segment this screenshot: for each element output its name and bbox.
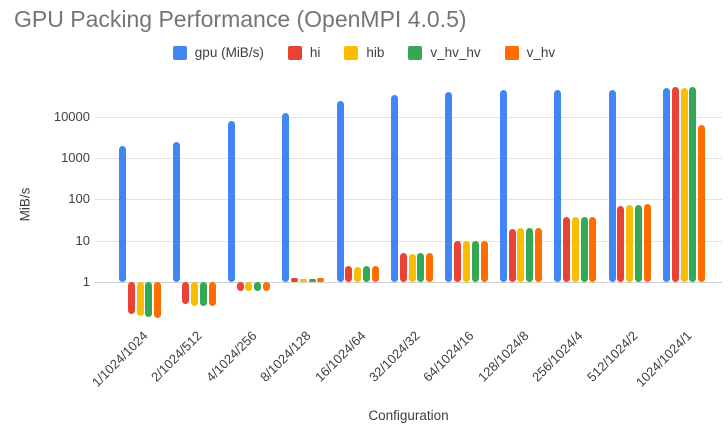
bar-hi-16-1024-64[interactable] [345,266,353,282]
legend-label: v_hv_hv [430,45,481,60]
chart-title: GPU Packing Performance (OpenMPI 4.0.5) [14,6,467,32]
bar-gpu-MiB-s-2-1024-512[interactable] [173,142,181,282]
bar-hib-512-1024-2[interactable] [626,204,634,282]
legend-label: v_hv [526,45,556,60]
bar-v-hv-hv-32-1024-32[interactable] [417,253,425,282]
bar-hi-2-1024-512[interactable] [182,282,190,305]
bar-hi-512-1024-2[interactable] [617,205,625,282]
legend-swatch-icon [287,45,302,60]
legend-label: gpu (MiB/s) [194,45,264,60]
bar-gpu-MiB-s-256-1024-4[interactable] [554,89,562,282]
legend-swatch-icon [172,45,187,60]
bar-v-hv-1024-1024-1[interactable] [698,125,706,282]
bar-hib-1024-1024-1[interactable] [680,88,688,282]
bar-v-hv-hv-8-1024-128[interactable] [308,278,316,282]
y-tick-label: 10 [75,232,90,248]
bar-hib-32-1024-32[interactable] [408,253,416,282]
bar-v-hv-hv-16-1024-64[interactable] [362,266,370,282]
x-axis-title: Configuration [368,408,449,423]
bar-v-hv-8-1024-128[interactable] [317,277,325,282]
bar-hi-1024-1024-1[interactable] [671,86,679,282]
gridline [95,157,722,159]
bar-v-hv-hv-2-1024-512[interactable] [199,282,207,306]
bar-v-hv-256-1024-4[interactable] [589,216,597,282]
legend-item-gpu: gpu (MiB/s) [172,45,264,60]
bar-gpu-MiB-s-32-1024-32[interactable] [390,95,398,282]
bar-hi-1-1024-1024[interactable] [127,282,135,314]
bar-hi-4-1024-256[interactable] [236,282,244,291]
legend-swatch-icon [408,45,423,60]
bar-hib-64-1024-16[interactable] [462,241,470,282]
bar-hi-64-1024-16[interactable] [454,240,462,282]
legend-item-hi: hi [287,45,321,60]
bar-v-hv-2-1024-512[interactable] [208,282,216,307]
bar-hib-2-1024-512[interactable] [190,282,198,306]
bar-gpu-MiB-s-1-1024-1024[interactable] [118,145,126,282]
y-tick-label: 100 [68,191,90,207]
bar-hi-8-1024-128[interactable] [290,277,298,282]
legend-swatch-icon [344,45,359,60]
legend-label: hi [309,45,321,60]
bar-hib-128-1024-8[interactable] [517,228,525,282]
legend-label: hib [366,45,385,60]
bar-v-hv-hv-1-1024-1024[interactable] [145,282,153,318]
bar-gpu-MiB-s-128-1024-8[interactable] [499,90,507,282]
bar-hi-32-1024-32[interactable] [399,253,407,282]
bar-gpu-MiB-s-4-1024-256[interactable] [227,120,235,282]
bar-v-hv-hv-4-1024-256[interactable] [254,282,262,292]
y-tick-label: 1 [82,274,90,289]
bar-gpu-MiB-s-64-1024-16[interactable] [445,91,453,282]
bar-gpu-MiB-s-8-1024-128[interactable] [282,113,290,282]
y-tick-label: 1000 [61,149,90,165]
bar-v-hv-16-1024-64[interactable] [371,266,379,282]
bar-hib-1-1024-1024[interactable] [136,282,144,317]
bar-v-hv-4-1024-256[interactable] [262,282,270,291]
bar-gpu-MiB-s-512-1024-2[interactable] [608,89,616,282]
bar-gpu-MiB-s-1024-1024-1[interactable] [662,88,670,282]
bar-v-hv-hv-1024-1024-1[interactable] [689,87,697,282]
legend-item-v_hv_hv: v_hv_hv [408,45,481,60]
bar-hib-256-1024-4[interactable] [571,216,579,282]
y-tick-label: 10000 [53,108,90,124]
gridline [95,199,722,201]
bar-hi-256-1024-4[interactable] [562,217,570,282]
legend-item-hib: hib [344,45,384,60]
bar-v-hv-512-1024-2[interactable] [643,204,651,282]
bar-v-hv-1-1024-1024[interactable] [154,282,162,318]
bar-hi-128-1024-8[interactable] [508,229,516,282]
x-axis-baseline [95,282,722,283]
bar-hib-8-1024-128[interactable] [299,278,307,282]
bar-hib-4-1024-256[interactable] [245,282,253,292]
bar-v-hv-32-1024-32[interactable] [426,253,434,282]
legend-item-v_hv: v_hv [504,45,556,60]
bar-v-hv-hv-512-1024-2[interactable] [634,205,642,282]
bar-v-hv-hv-64-1024-16[interactable] [471,240,479,282]
bar-v-hv-64-1024-16[interactable] [480,240,488,282]
bar-v-hv-hv-128-1024-8[interactable] [526,228,534,282]
chart-legend: gpu (MiB/s) hi hib v_hv_hv v_hv [0,45,728,60]
gridline [95,116,722,118]
gridline [95,240,722,242]
bar-v-hv-128-1024-8[interactable] [534,228,542,282]
bar-gpu-MiB-s-16-1024-64[interactable] [336,100,344,282]
bar-hib-16-1024-64[interactable] [354,267,362,282]
bar-v-hv-hv-256-1024-4[interactable] [580,216,588,282]
legend-swatch-icon [504,45,519,60]
